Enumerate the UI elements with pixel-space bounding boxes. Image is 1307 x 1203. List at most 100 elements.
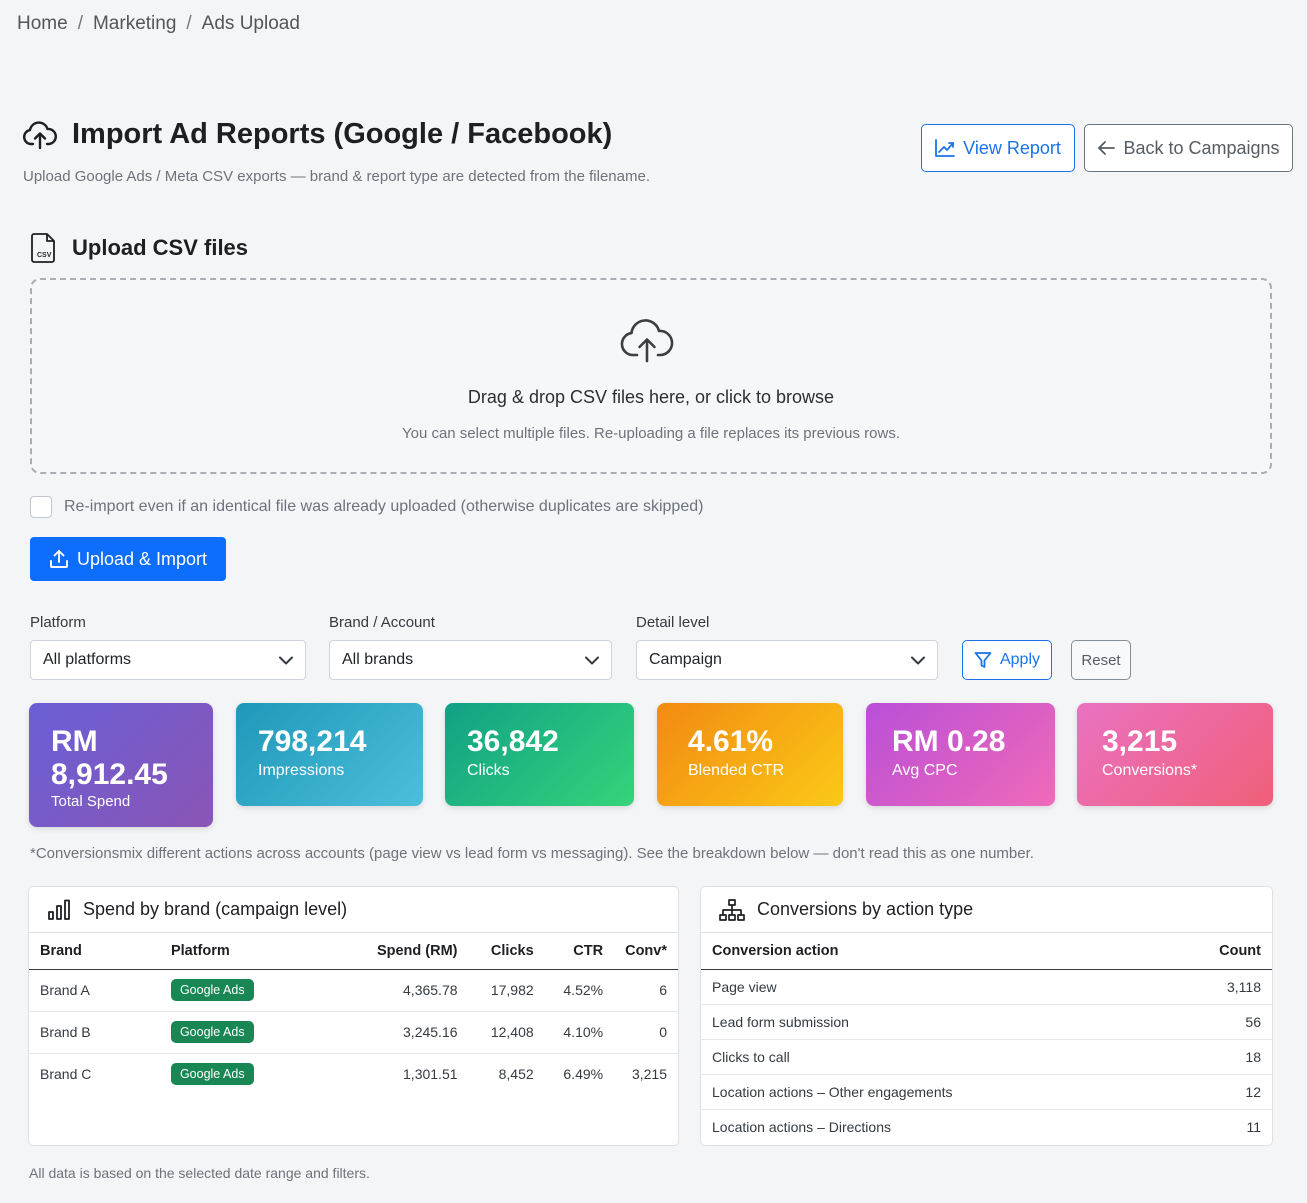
chevron-down-icon — [911, 656, 925, 664]
platform-badge: Google Ads — [170, 1021, 254, 1043]
kpi-label: Clicks — [467, 762, 510, 779]
chevron-down-icon — [585, 656, 599, 664]
kpi-clicks: 36,842 Clicks — [445, 703, 634, 806]
cell-count: 56 — [1160, 1004, 1272, 1040]
cell-count: 11 — [1246, 1118, 1261, 1135]
apply-label: Apply — [999, 651, 1041, 668]
back-to-campaigns-button[interactable]: Back to Campaigns — [1084, 124, 1293, 172]
platform-select[interactable]: All platforms — [30, 640, 306, 680]
back-to-campaigns-label: Back to Campaigns — [1123, 137, 1280, 158]
dropzone-instruction: Drag & drop CSV files here, or click to … — [467, 387, 835, 407]
breadcrumb-current: Ads Upload — [201, 13, 300, 34]
cell-action: Clicks to call — [701, 1039, 1161, 1075]
reset-filters-button[interactable]: Reset — [1071, 640, 1131, 680]
kpi-label: Avg CPC — [892, 762, 958, 779]
upload-section-label: Upload CSV files — [72, 235, 249, 260]
table-row: Page view 3,118 — [701, 969, 1272, 1005]
conversions-by-action-panel: Conversions by action type Conversion ac… — [700, 886, 1273, 1146]
cloud-upload-icon — [22, 120, 57, 149]
col-brand: Brand — [29, 933, 160, 970]
page-subtitle: Upload Google Ads / Meta CSV exports — b… — [23, 168, 650, 185]
col-count: Count — [1160, 933, 1272, 970]
detail-select-value: Campaign — [649, 651, 722, 668]
table-row: Location actions – Directions 11 — [701, 1109, 1272, 1144]
cell-conv: 6 — [614, 969, 678, 1012]
footer-note: All data is based on the selected date r… — [29, 1165, 370, 1181]
platform-badge: Google Ads — [170, 1063, 254, 1086]
spend-panel-header: Spend by brand (campaign level) — [29, 887, 678, 933]
cell-action: Location actions – Directions — [712, 1118, 891, 1135]
kpi-label: Impressions — [258, 762, 345, 779]
breadcrumb-separator: / — [186, 13, 192, 34]
table-header-row: Conversion action Count — [701, 933, 1272, 970]
table-row: Brand A Google Ads 4,365.78 17,982 4.52%… — [29, 969, 678, 1012]
platform-badge: Google Ads — [170, 979, 254, 1001]
cell-count: 12 — [1160, 1074, 1272, 1110]
cell-brand: Brand A — [29, 969, 160, 1012]
reimport-label: Re-import even if an identical file was … — [64, 498, 704, 515]
page-title-row: Import Ad Reports (Google / Facebook) — [22, 118, 612, 151]
conv-panel-header: Conversions by action type — [701, 887, 1272, 933]
cell-ctr: 6.49% — [563, 1066, 604, 1083]
detail-level-select[interactable]: Campaign — [636, 640, 938, 680]
cell-brand: Brand B — [29, 1011, 160, 1054]
upload-import-button[interactable]: Upload & Import — [30, 537, 226, 581]
reimport-option[interactable]: Re-import even if an identical file was … — [30, 496, 703, 518]
kpi-label: Total Spend — [51, 793, 131, 810]
brand-select-value: All brands — [342, 651, 414, 668]
col-clicks: Clicks — [468, 933, 545, 970]
cell-spend: 1,301.51 — [403, 1066, 458, 1083]
cell-action: Lead form submission — [701, 1004, 1161, 1040]
dropzone-hint: You can select multiple files. Re-upload… — [401, 425, 901, 442]
conversions-note: *Conversionsmix different actions across… — [30, 845, 1034, 862]
table-row: Clicks to call 18 — [701, 1039, 1272, 1075]
kpi-value: RM 0.28 — [892, 725, 1006, 758]
conversions-table: Conversion action Count Page view 3,118 … — [701, 933, 1272, 1144]
bar-chart-icon — [48, 899, 70, 920]
view-report-button[interactable]: View Report — [921, 124, 1075, 172]
platform-select-value: All platforms — [43, 651, 132, 668]
page-title: Import Ad Reports (Google / Facebook) — [72, 118, 613, 150]
breadcrumb-home[interactable]: Home — [17, 13, 68, 34]
platform-filter-label: Platform — [30, 614, 86, 631]
sitemap-icon — [719, 898, 745, 921]
table-row: Location actions – Other engagements 12 — [701, 1074, 1272, 1110]
cell-ctr: 4.52% — [544, 969, 615, 1012]
cell-platform: Google Ads — [160, 1053, 287, 1095]
arrow-left-icon — [1098, 141, 1116, 155]
kpi-label: Conversions* — [1102, 762, 1198, 779]
reimport-checkbox[interactable] — [30, 496, 52, 518]
cell-ctr: 4.10% — [544, 1011, 615, 1054]
brand-filter-label: Brand / Account — [329, 614, 435, 631]
col-action: Conversion action — [701, 933, 1161, 970]
cell-count: 3,118 — [1160, 969, 1272, 1005]
cell-conv: 0 — [614, 1011, 678, 1054]
cell-action: Location actions – Other engagements — [701, 1074, 1161, 1110]
brand-select[interactable]: All brands — [329, 640, 612, 680]
cell-platform: Google Ads — [159, 969, 287, 1012]
kpi-value: 4.61% — [688, 725, 774, 758]
table-header-row: Brand Platform Spend (RM) Clicks CTR Con… — [29, 933, 678, 970]
kpi-value: 3,215 — [1102, 725, 1178, 758]
col-ctr: CTR — [544, 933, 615, 970]
chevron-down-icon — [279, 656, 293, 664]
table-row: Brand B Google Ads 3,245.16 12,408 4.10%… — [29, 1011, 678, 1054]
col-conv: Conv* — [614, 933, 678, 970]
spend-table: Brand Platform Spend (RM) Clicks CTR Con… — [29, 933, 678, 1095]
csv-dropzone[interactable]: Drag & drop CSV files here, or click to … — [30, 278, 1272, 474]
conv-panel-title: Conversions by action type — [757, 899, 974, 919]
table-row: Brand C Google Ads 1,301.51 8,452 6.49% … — [29, 1053, 678, 1095]
kpi-value: 36,842 — [467, 725, 559, 758]
kpi-avg-cpc: RM 0.28 Avg CPC — [866, 703, 1055, 806]
cell-clicks: 8,452 — [498, 1066, 534, 1083]
spend-panel-title: Spend by brand (campaign level) — [83, 899, 348, 919]
breadcrumb-marketing[interactable]: Marketing — [92, 13, 177, 34]
view-report-label: View Report — [963, 137, 1061, 158]
kpi-blended-ctr: 4.61% Blended CTR — [657, 703, 843, 806]
cell-platform: Google Ads — [159, 1011, 287, 1054]
csv-icon-text: CSV — [37, 252, 52, 259]
cell-conv: 3,215 — [631, 1066, 667, 1083]
table-row: Lead form submission 56 — [701, 1004, 1272, 1040]
col-platform: Platform — [159, 933, 287, 970]
apply-filters-button[interactable]: Apply — [962, 640, 1052, 680]
